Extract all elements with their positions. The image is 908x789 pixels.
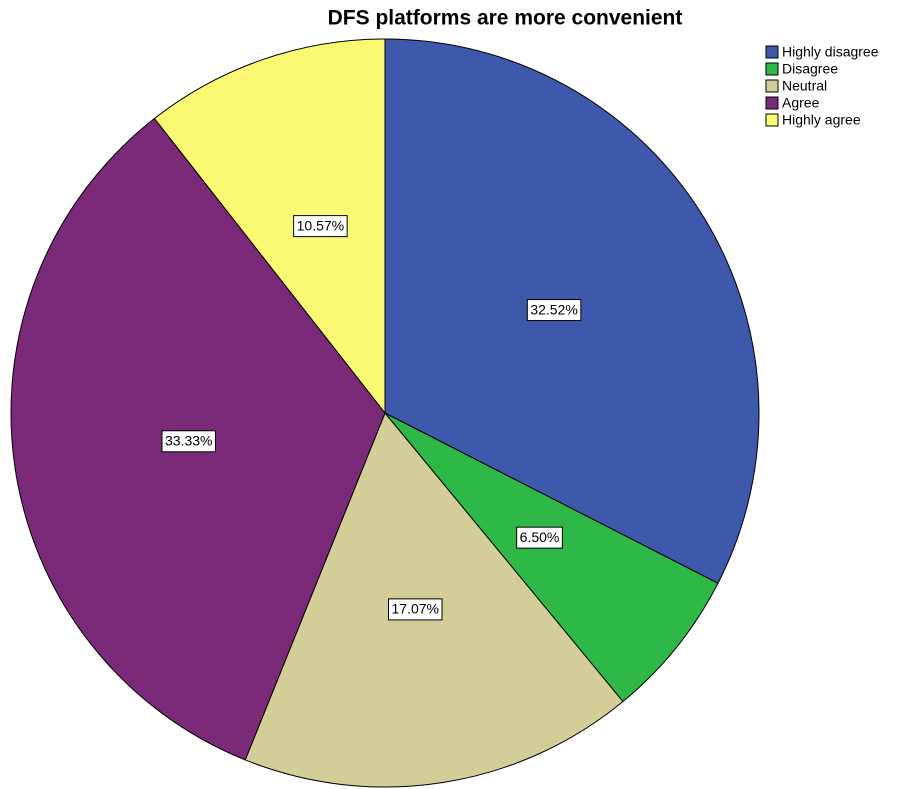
data-label-box: [161, 430, 216, 453]
data-label-text: 10.57%: [297, 217, 344, 233]
legend-swatch: [765, 79, 779, 93]
data-label: 17.07%: [388, 598, 443, 621]
data-label: 10.57%: [293, 215, 348, 238]
data-label-text: 32.52%: [530, 301, 577, 317]
legend-swatch: [765, 45, 779, 59]
data-label: 6.50%: [516, 526, 563, 549]
legend-label: Agree: [782, 95, 820, 111]
data-label-box: [388, 598, 443, 621]
legend-label: Disagree: [782, 61, 838, 77]
data-label-text: 33.33%: [165, 432, 212, 448]
chart-title: DFS platforms are more convenient: [328, 7, 683, 30]
legend-label: Highly disagree: [782, 44, 879, 60]
data-label-text: 6.50%: [520, 529, 560, 545]
legend-swatch: [765, 96, 779, 110]
data-label-box: [526, 299, 582, 322]
data-label: 33.33%: [161, 430, 216, 453]
data-label-text: 17.07%: [392, 601, 439, 617]
legend-swatch: [765, 62, 779, 76]
pie-slice: [384, 412, 719, 703]
data-label-box: [293, 215, 348, 238]
data-label-box: [516, 526, 563, 549]
legend-label: Highly agree: [782, 112, 861, 128]
data-label: 32.52%: [526, 299, 582, 322]
legend-label: Neutral: [782, 78, 827, 94]
pie-slice: [153, 38, 386, 415]
legend-swatch: [765, 113, 779, 127]
